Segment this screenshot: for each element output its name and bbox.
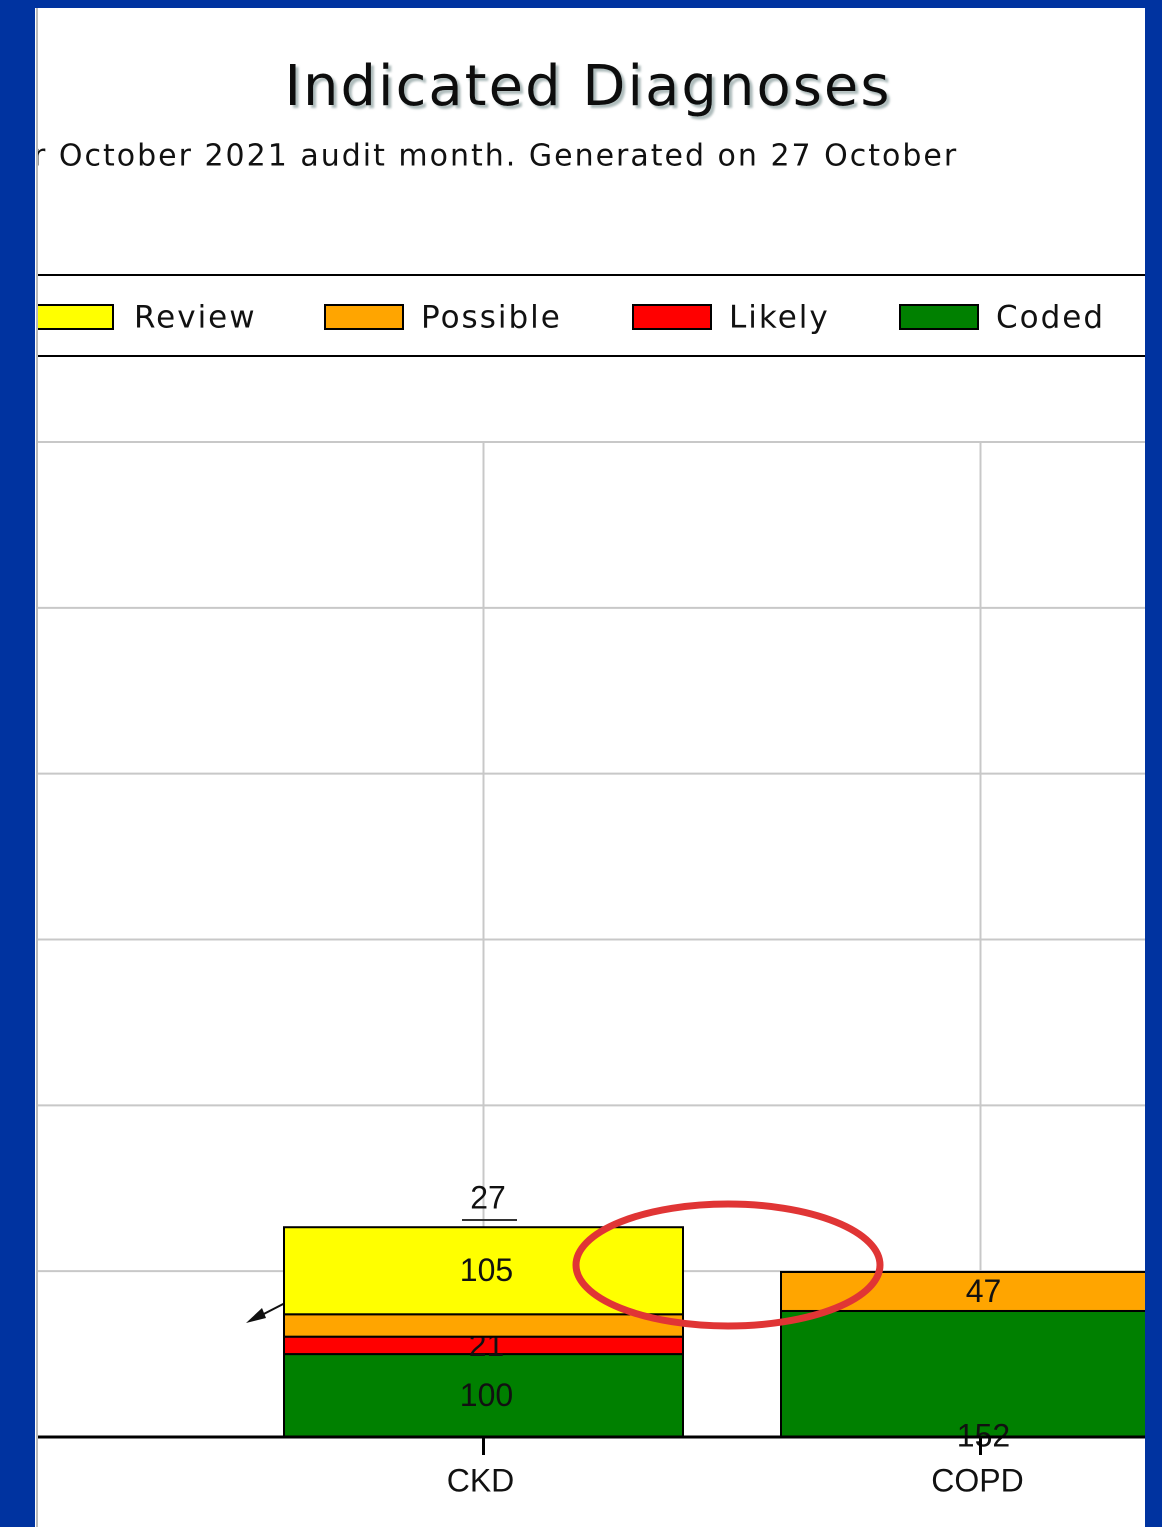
data-label: 100 — [460, 1377, 513, 1413]
legend-swatch — [324, 304, 404, 330]
x-tick-label: COPD — [931, 1462, 1023, 1498]
legend-swatch — [899, 304, 979, 330]
bar-segment — [283, 1313, 684, 1338]
chart-title: Indicated Diagnoses — [284, 54, 891, 119]
legend-swatch — [38, 304, 114, 330]
data-label: 105 — [460, 1252, 513, 1288]
data-label: 47 — [966, 1273, 1002, 1309]
callout-label: 27 — [470, 1179, 506, 1215]
callout-arrowhead — [246, 1308, 266, 1323]
highlight-circle — [572, 1200, 884, 1330]
legend-label: Likely — [729, 300, 830, 336]
x-tick-label: CKD — [447, 1462, 515, 1498]
data-label: 152 — [957, 1417, 1010, 1453]
bar-segment — [283, 1226, 684, 1316]
legend-label: Coded — [996, 300, 1105, 336]
chart-subtitle: r October 2021 audit month. Generated on… — [33, 139, 958, 174]
legend-label: Review — [134, 300, 257, 336]
bar-segment — [283, 1353, 684, 1439]
legend-label: Possible — [421, 300, 562, 336]
legend-swatch — [632, 304, 712, 330]
chart-content: Indicated Diagnoses r October 2021 audit… — [33, 54, 1145, 1498]
